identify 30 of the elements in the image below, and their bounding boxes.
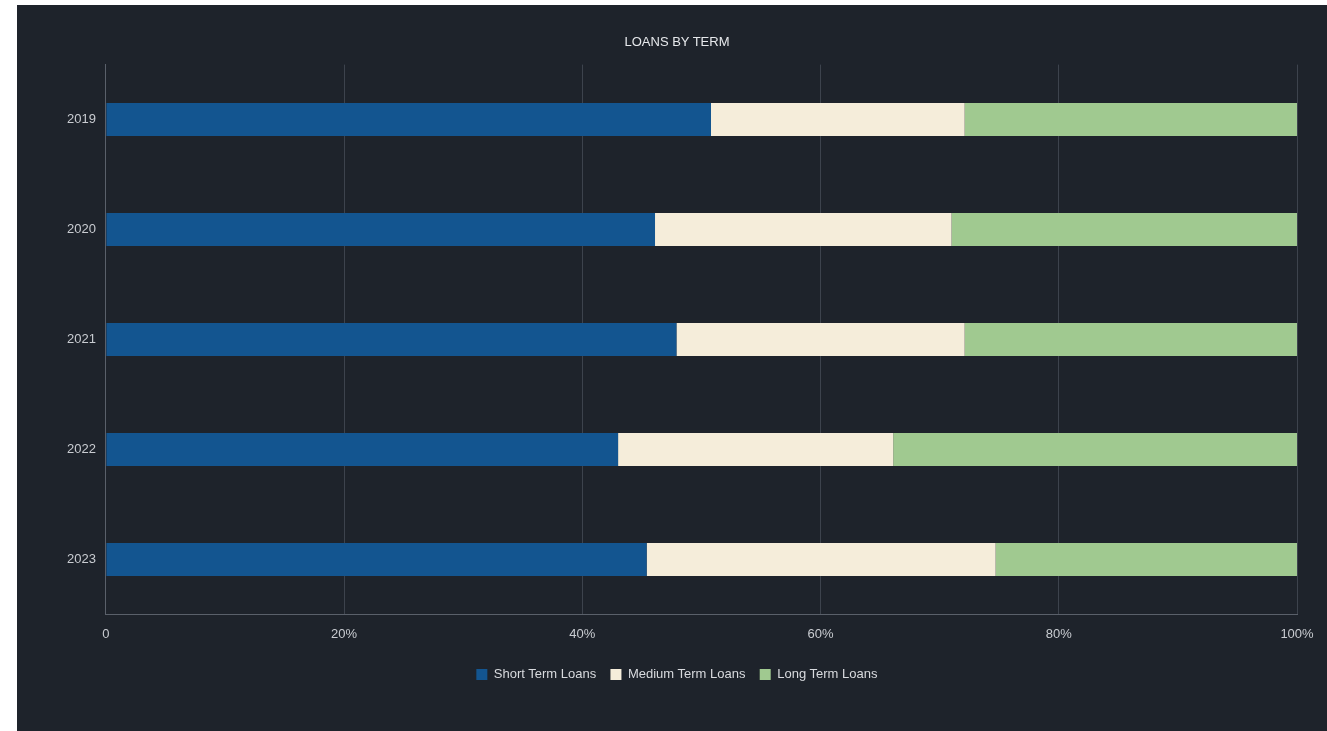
y-tick-label: 2023	[67, 551, 96, 566]
bar	[106, 432, 619, 466]
bar	[964, 323, 1297, 356]
y-tick-label: 2021	[67, 331, 96, 347]
bar	[655, 213, 952, 247]
bar	[106, 323, 677, 356]
bar	[106, 213, 656, 247]
legend-label: Short Term Loans	[493, 666, 597, 682]
y-tick-label: 2019	[67, 111, 96, 127]
chart-title: LOANS BY TERM	[624, 34, 730, 50]
bar	[646, 542, 996, 576]
bar	[618, 432, 894, 466]
y-tick-label: 2020	[67, 221, 96, 237]
bar	[893, 432, 1297, 466]
bar	[995, 542, 1297, 576]
bar	[964, 103, 1297, 137]
x-tick-label: 0	[102, 625, 110, 641]
bar	[710, 103, 965, 137]
x-tick-label: 40%	[569, 625, 596, 641]
y-tick-label: 2022	[67, 441, 96, 457]
x-tick-label: 20%	[331, 625, 358, 641]
bar	[106, 542, 647, 576]
legend-label: Medium Term Loans	[627, 666, 746, 682]
bar	[951, 213, 1297, 247]
x-tick-label: 100%	[1280, 625, 1315, 641]
x-tick-label: 60%	[807, 625, 835, 641]
bar	[676, 323, 965, 356]
bar	[106, 103, 711, 137]
legend-label: Long Term Loans	[777, 666, 878, 682]
x-tick-label: 80%	[1045, 625, 1073, 641]
